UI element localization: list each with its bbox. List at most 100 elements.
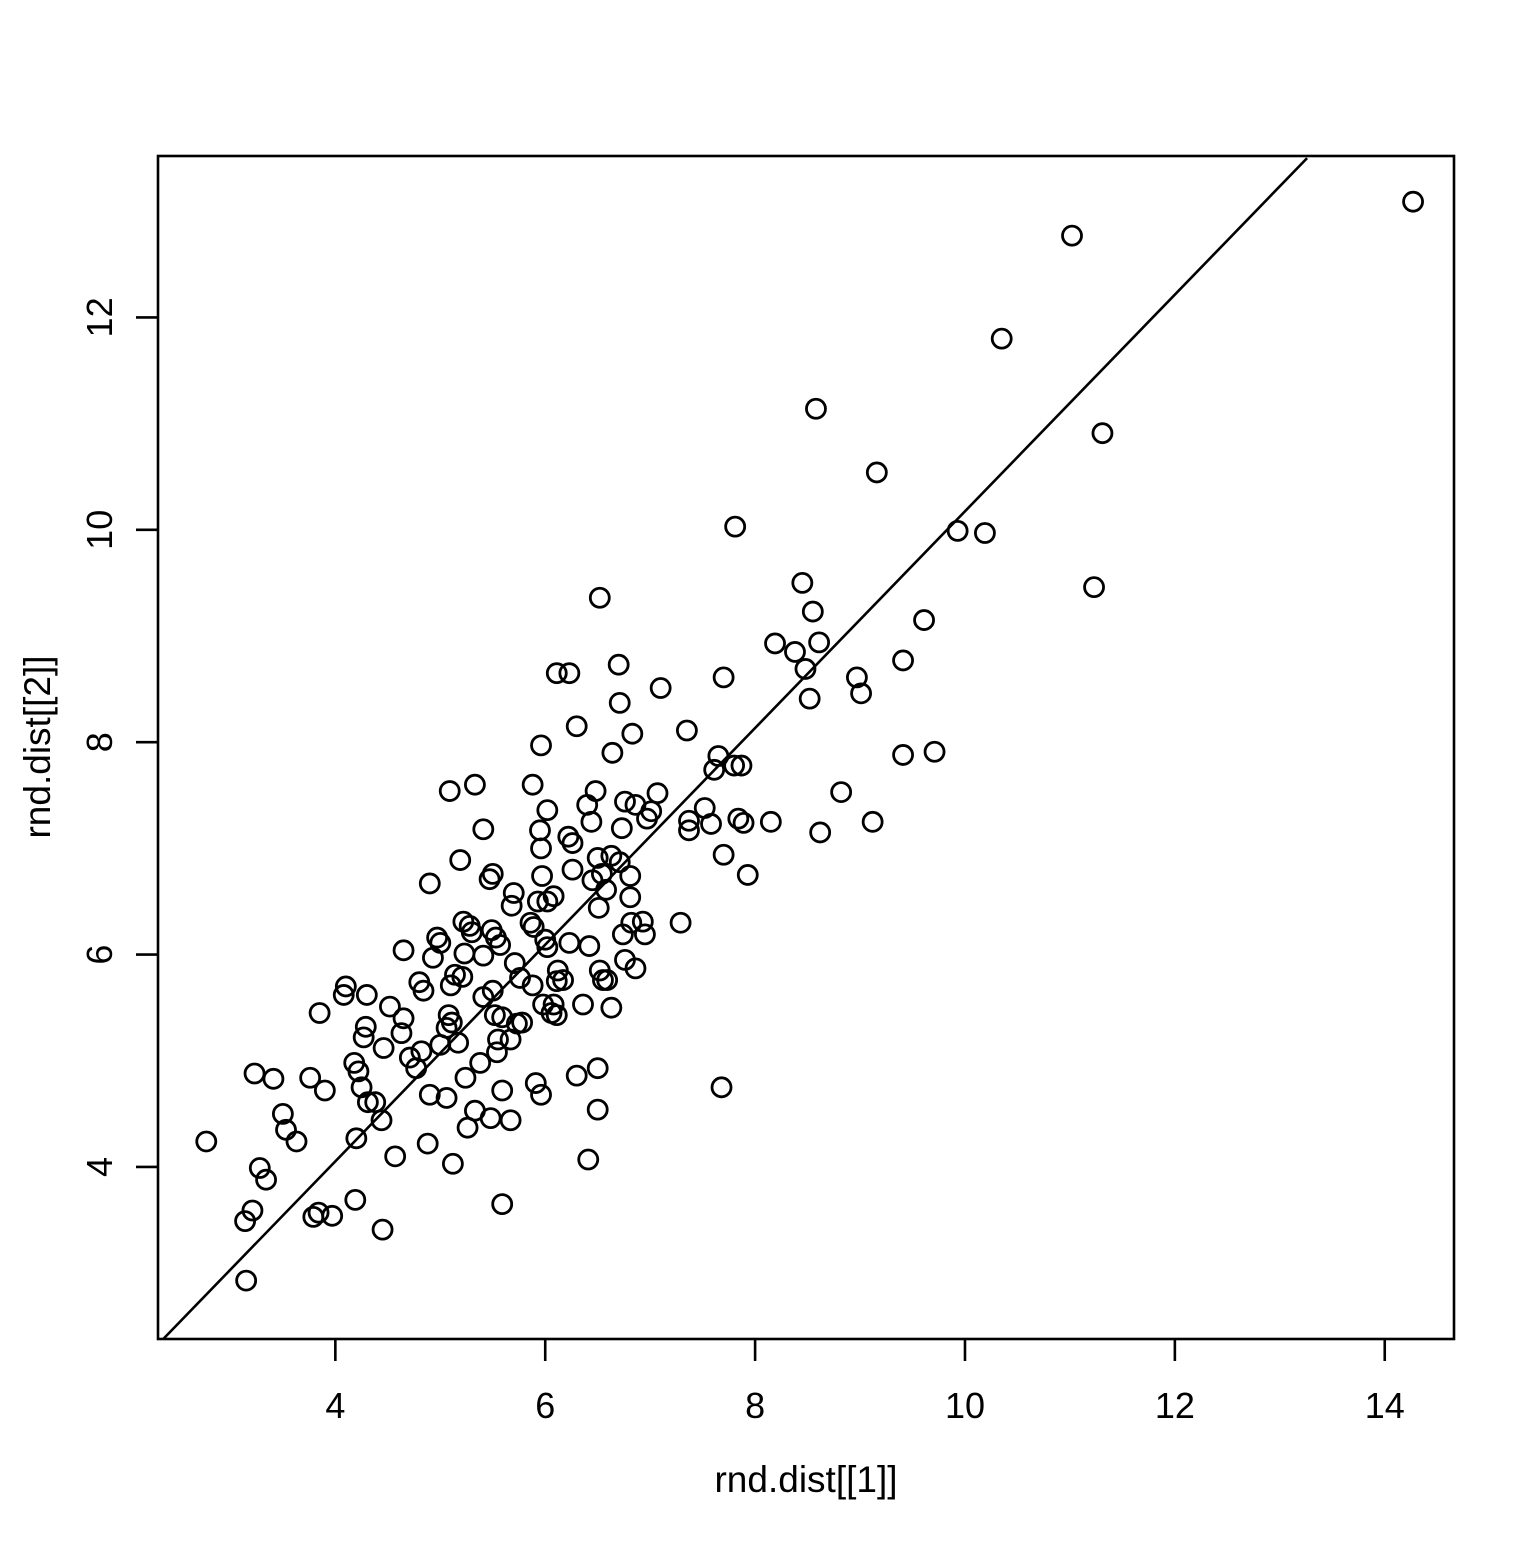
data-point: [345, 1127, 368, 1150]
data-point: [356, 1091, 379, 1114]
data-point: [418, 872, 441, 895]
data-point: [712, 843, 735, 866]
data-point: [487, 1028, 509, 1051]
data-point: [727, 807, 750, 830]
data-point: [371, 1218, 394, 1241]
data-point: [621, 722, 644, 745]
data-point: [262, 1067, 285, 1090]
data-point: [913, 609, 935, 631]
fit-line: [162, 157, 1309, 1340]
data-point: [355, 984, 378, 1006]
data-point: [784, 641, 806, 663]
x-axis-ticks: 4 6 8 10 12 14: [325, 1339, 1405, 1426]
x-tick-label: 14: [1365, 1385, 1405, 1426]
data-point: [372, 1037, 395, 1059]
data-point: [558, 931, 581, 954]
data-point: [500, 894, 523, 917]
data-point: [608, 851, 631, 874]
data-point: [614, 790, 636, 813]
data-point: [392, 1007, 415, 1030]
x-tick-label: 8: [745, 1385, 765, 1426]
data-point: [619, 865, 642, 887]
x-tick-label: 10: [945, 1385, 985, 1426]
data-point: [418, 1083, 441, 1106]
data-point: [576, 793, 599, 816]
data-point: [845, 666, 868, 689]
data-point: [332, 984, 355, 1006]
plot-area-border: [156, 154, 1456, 1341]
data-point: [809, 821, 832, 844]
data-point: [521, 773, 544, 796]
data-point: [974, 522, 996, 544]
data-point: [577, 1148, 600, 1171]
data-point: [600, 996, 623, 1019]
data-point: [536, 890, 559, 913]
data-point: [524, 1072, 547, 1094]
data-point: [592, 969, 614, 991]
data-point: [521, 974, 544, 997]
data-point: [499, 1109, 522, 1132]
data-point: [302, 1205, 325, 1228]
data-point: [489, 934, 512, 956]
data-point: [390, 1022, 413, 1045]
data-point: [285, 1130, 308, 1153]
data-point: [472, 818, 495, 841]
data-point: [441, 1152, 464, 1175]
fit-line-group: [162, 157, 1309, 1340]
data-point: [334, 975, 357, 998]
data-point: [588, 959, 611, 982]
data-point: [587, 896, 610, 919]
data-point: [830, 781, 853, 804]
data-point: [529, 819, 551, 842]
data-point: [307, 1201, 330, 1224]
data-point: [619, 886, 642, 909]
data-point: [481, 979, 504, 1002]
data-point: [678, 819, 700, 842]
data-point: [456, 1116, 479, 1139]
data-point: [235, 1269, 258, 1292]
data-point: [438, 780, 461, 802]
data-point: [491, 1079, 514, 1102]
data-point: [610, 817, 633, 840]
data-point: [422, 946, 444, 969]
data-point: [354, 1015, 377, 1038]
data-point: [440, 1011, 463, 1034]
data-point: [764, 632, 786, 655]
data-point: [248, 1157, 271, 1179]
y-tick-label: 4: [79, 1157, 120, 1177]
data-point: [607, 653, 630, 676]
data-point: [892, 649, 914, 672]
data-point: [565, 1064, 588, 1087]
data-point: [412, 979, 435, 1002]
data-point: [946, 519, 969, 542]
data-point: [536, 799, 559, 822]
data-point: [646, 782, 669, 805]
x-tick-label: 12: [1155, 1385, 1195, 1426]
data-point: [1402, 190, 1424, 213]
x-tick-label: 6: [535, 1385, 555, 1426]
data-point: [723, 754, 746, 777]
data-point: [379, 995, 401, 1018]
data-point: [581, 869, 604, 892]
data-point: [531, 865, 553, 887]
data-point: [861, 810, 884, 833]
data-point: [808, 631, 831, 654]
data-point: [759, 810, 782, 833]
data-point: [271, 1102, 294, 1125]
data-point: [558, 662, 581, 685]
data-point: [542, 885, 565, 908]
data-point: [669, 911, 692, 934]
data-point: [923, 740, 946, 763]
data-point: [429, 1033, 452, 1056]
data-point: [486, 1041, 508, 1064]
data-point: [1083, 576, 1105, 599]
data-point: [586, 847, 609, 869]
data-point: [313, 1079, 336, 1102]
data-point: [464, 773, 486, 796]
data-point: [364, 1091, 387, 1114]
y-tick-label: 8: [79, 732, 120, 752]
data-point: [730, 754, 753, 777]
data-point: [511, 1011, 534, 1034]
data-point: [509, 967, 531, 989]
